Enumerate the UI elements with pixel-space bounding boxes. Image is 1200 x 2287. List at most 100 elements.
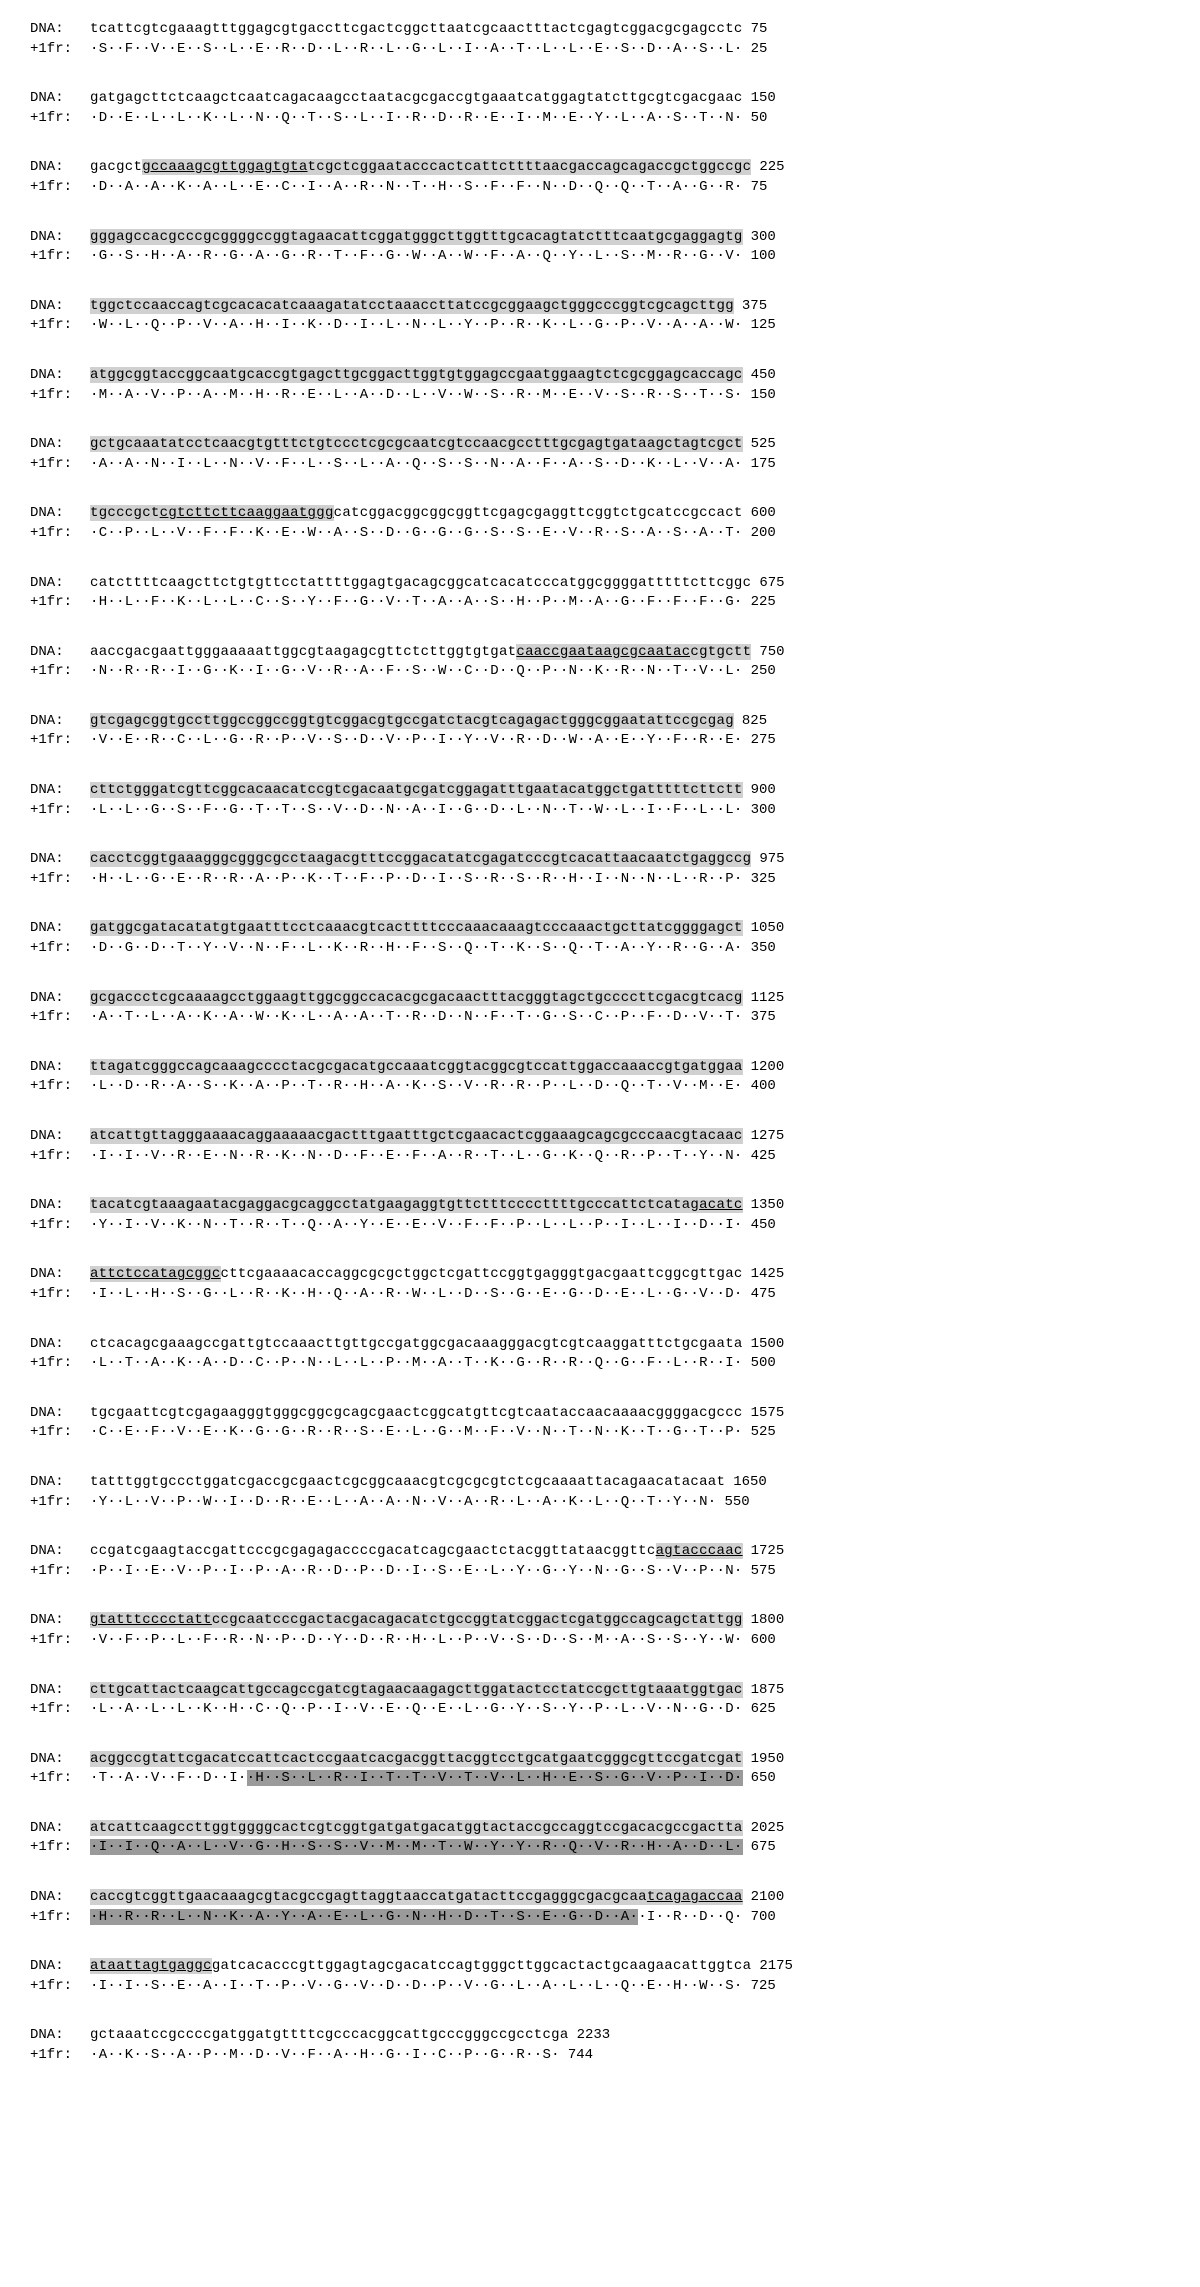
dna-label: DNA: (30, 297, 90, 317)
sequence-block: DNA:gatggcgatacatatgtgaatttcctcaaacgtcac… (30, 919, 1170, 958)
dna-row: DNA:tggctccaaccagtcgcacacatcaaagatatccta… (30, 297, 1170, 317)
sequence-block: DNA:aaccgacgaattgggaaaaattggcgtaagagcgtt… (30, 643, 1170, 682)
frame-label: +1fr: (30, 524, 90, 544)
protein-sequence: ·D··G··D··T··Y··V··N··F··L··K··R··H··F··… (90, 939, 743, 959)
dna-row: DNA:gacgctgccaaagcgttggagtgtatcgctcggaat… (30, 158, 1170, 178)
dna-label: DNA: (30, 1750, 90, 1770)
frame-row: +1fr:·A··K··S··A··P··M··D··V··F··A··H··G… (30, 2046, 1170, 2066)
dna-sequence: cttgcattactcaagcattgccagccgatcgtagaacaag… (90, 1681, 743, 1701)
frame-label: +1fr: (30, 1354, 90, 1374)
frame-row: +1fr:·D··E··L··L··K··L··N··Q··T··S··L··I… (30, 109, 1170, 129)
protein-sequence: ·V··E··R··C··L··G··R··P··V··S··D··V··P··… (90, 731, 743, 751)
dna-label: DNA: (30, 643, 90, 663)
frame-row: +1fr:·A··A··N··I··L··N··V··F··L··S··L··A… (30, 455, 1170, 475)
dna-sequence: tgcccgctcgtcttcttcaaggaatgggcatcggacggcg… (90, 504, 743, 524)
frame-row: +1fr:·H··R··R··L··N··K··A··Y··A··E··L··G… (30, 1908, 1170, 1928)
dna-position: 1200 (751, 1058, 785, 1078)
dna-row: DNA:atggcggtaccggcaatgcaccgtgagcttgcggac… (30, 366, 1170, 386)
dna-label: DNA: (30, 366, 90, 386)
frame-label: +1fr: (30, 1008, 90, 1028)
frame-row: +1fr:·L··A··L··L··K··H··C··Q··P··I··V··E… (30, 1700, 1170, 1720)
dna-sequence: gggagccacgcccgcggggccggtagaacattcggatggg… (90, 228, 743, 248)
protein-position: 600 (751, 1631, 776, 1651)
dna-row: DNA:gatggcgatacatatgtgaatttcctcaaacgtcac… (30, 919, 1170, 939)
sequence-block: DNA:ttagatcgggccagcaaagcccctacgcgacatgcc… (30, 1058, 1170, 1097)
sequence-block: DNA:tacatcgtaaagaatacgaggacgcaggcctatgaa… (30, 1196, 1170, 1235)
protein-sequence: ·I··I··S··E··A··I··T··P··V··G··V··D··D··… (90, 1977, 743, 1997)
dna-label: DNA: (30, 1611, 90, 1631)
protein-sequence: ·A··T··L··A··K··A··W··K··L··A··A··T··R··… (90, 1008, 743, 1028)
sequence-block: DNA:tatttggtgccctggatcgaccgcgaactcgcggca… (30, 1473, 1170, 1512)
frame-row: +1fr:·W··L··Q··P··V··A··H··I··K··D··I··L… (30, 316, 1170, 336)
sequence-block: DNA:gcgaccctcgcaaaagcctggaagttggcggccaca… (30, 989, 1170, 1028)
dna-position: 450 (751, 366, 776, 386)
sequence-block: DNA:gtatttcccctattccgcaatcccgactacgacaga… (30, 1611, 1170, 1650)
frame-label: +1fr: (30, 178, 90, 198)
dna-sequence: gacgctgccaaagcgttggagtgtatcgctcggaataccc… (90, 158, 751, 178)
frame-label: +1fr: (30, 1977, 90, 1997)
dna-row: DNA:gtatttcccctattccgcaatcccgactacgacaga… (30, 1611, 1170, 1631)
dna-row: DNA:ccgatcgaagtaccgattcccgcgagagaccccgac… (30, 1542, 1170, 1562)
protein-sequence: ·H··L··G··E··R··R··A··P··K··T··F··P··D··… (90, 870, 743, 890)
frame-label: +1fr: (30, 386, 90, 406)
frame-label: +1fr: (30, 662, 90, 682)
dna-label: DNA: (30, 1819, 90, 1839)
dna-row: DNA:atcattcaagccttggtggggcactcgtcggtgatg… (30, 1819, 1170, 1839)
dna-position: 225 (759, 158, 784, 178)
protein-sequence: ·T··A··V··F··D··I··H··S··L··R··I··T··T··… (90, 1769, 743, 1789)
frame-row: +1fr:·S··F··V··E··S··L··E··R··D··L··R··L… (30, 40, 1170, 60)
frame-label: +1fr: (30, 593, 90, 613)
protein-position: 350 (751, 939, 776, 959)
dna-sequence: tacatcgtaaagaatacgaggacgcaggcctatgaagagg… (90, 1196, 743, 1216)
dna-row: DNA:gctgcaaatatcctcaacgtgtttctgtccctcgcg… (30, 435, 1170, 455)
protein-position: 650 (751, 1769, 776, 1789)
dna-position: 2100 (751, 1888, 785, 1908)
frame-row: +1fr:·C··E··F··V··E··K··G··G··R··R··S··E… (30, 1423, 1170, 1443)
dna-row: DNA:ataattagtgaggcgatcacacccgttggagtagcg… (30, 1957, 1170, 1977)
dna-label: DNA: (30, 1058, 90, 1078)
dna-row: DNA:catcttttcaagcttctgtgttcctattttggagtg… (30, 574, 1170, 594)
protein-sequence: ·C··P··L··V··F··F··K··E··W··A··S··D··G··… (90, 524, 743, 544)
sequence-block: DNA:gggagccacgcccgcggggccggtagaacattcgga… (30, 228, 1170, 267)
frame-row: +1fr:·G··S··H··A··R··G··A··G··R··T··F··G… (30, 247, 1170, 267)
sequence-block: DNA:gatgagcttctcaagctcaatcagacaagcctaata… (30, 89, 1170, 128)
sequence-block: DNA:gtcgagcggtgccttggccggccggtgtcggacgtg… (30, 712, 1170, 751)
dna-sequence: ctcacagcgaaagccgattgtccaaacttgttgccgatgg… (90, 1335, 743, 1355)
dna-label: DNA: (30, 2026, 90, 2046)
sequence-block: DNA:catcttttcaagcttctgtgttcctattttggagtg… (30, 574, 1170, 613)
dna-label: DNA: (30, 1404, 90, 1424)
dna-label: DNA: (30, 435, 90, 455)
dna-label: DNA: (30, 1127, 90, 1147)
frame-label: +1fr: (30, 316, 90, 336)
protein-position: 375 (751, 1008, 776, 1028)
dna-position: 1275 (751, 1127, 785, 1147)
dna-label: DNA: (30, 228, 90, 248)
protein-position: 500 (751, 1354, 776, 1374)
dna-row: DNA:gggagccacgcccgcggggccggtagaacattcgga… (30, 228, 1170, 248)
dna-row: DNA:cttctgggatcgttcggcacaacatccgtcgacaat… (30, 781, 1170, 801)
frame-row: +1fr:·L··L··G··S··F··G··T··T··S··V··D··N… (30, 801, 1170, 821)
frame-row: +1fr:·I··I··S··E··A··I··T··P··V··G··V··D… (30, 1977, 1170, 1997)
dna-row: DNA:gcgaccctcgcaaaagcctggaagttggcggccaca… (30, 989, 1170, 1009)
dna-position: 1950 (751, 1750, 785, 1770)
protein-sequence: ·G··S··H··A··R··G··A··G··R··T··F··G··W··… (90, 247, 743, 267)
dna-sequence: gatggcgatacatatgtgaatttcctcaaacgtcactttt… (90, 919, 743, 939)
frame-row: +1fr:·H··L··G··E··R··R··A··P··K··T··F··P… (30, 870, 1170, 890)
dna-sequence: gctgcaaatatcctcaacgtgtttctgtccctcgcgcaat… (90, 435, 743, 455)
dna-label: DNA: (30, 20, 90, 40)
dna-position: 2175 (759, 1957, 793, 1977)
frame-row: +1fr:·Y··L··V··P··W··I··D··R··E··L··A··A… (30, 1493, 1170, 1513)
dna-position: 900 (751, 781, 776, 801)
dna-label: DNA: (30, 1265, 90, 1285)
frame-row: +1fr:·V··F··P··L··F··R··N··P··D··Y··D··R… (30, 1631, 1170, 1651)
protein-position: 150 (751, 386, 776, 406)
dna-sequence: caccgtcggttgaacaaagcgtacgccgagttaggtaacc… (90, 1888, 743, 1908)
protein-position: 725 (751, 1977, 776, 1997)
frame-row: +1fr:·I··L··H··S··G··L··R··K··H··Q··A··R… (30, 1285, 1170, 1305)
protein-sequence: ·C··E··F··V··E··K··G··G··R··R··S··E··L··… (90, 1423, 743, 1443)
frame-label: +1fr: (30, 1493, 90, 1513)
dna-row: DNA:atcattgttagggaaaacaggaaaaacgactttgaa… (30, 1127, 1170, 1147)
dna-sequence: atggcggtaccggcaatgcaccgtgagcttgcggacttgg… (90, 366, 743, 386)
frame-label: +1fr: (30, 455, 90, 475)
protein-sequence: ·L··A··L··L··K··H··C··Q··P··I··V··E··Q··… (90, 1700, 743, 1720)
